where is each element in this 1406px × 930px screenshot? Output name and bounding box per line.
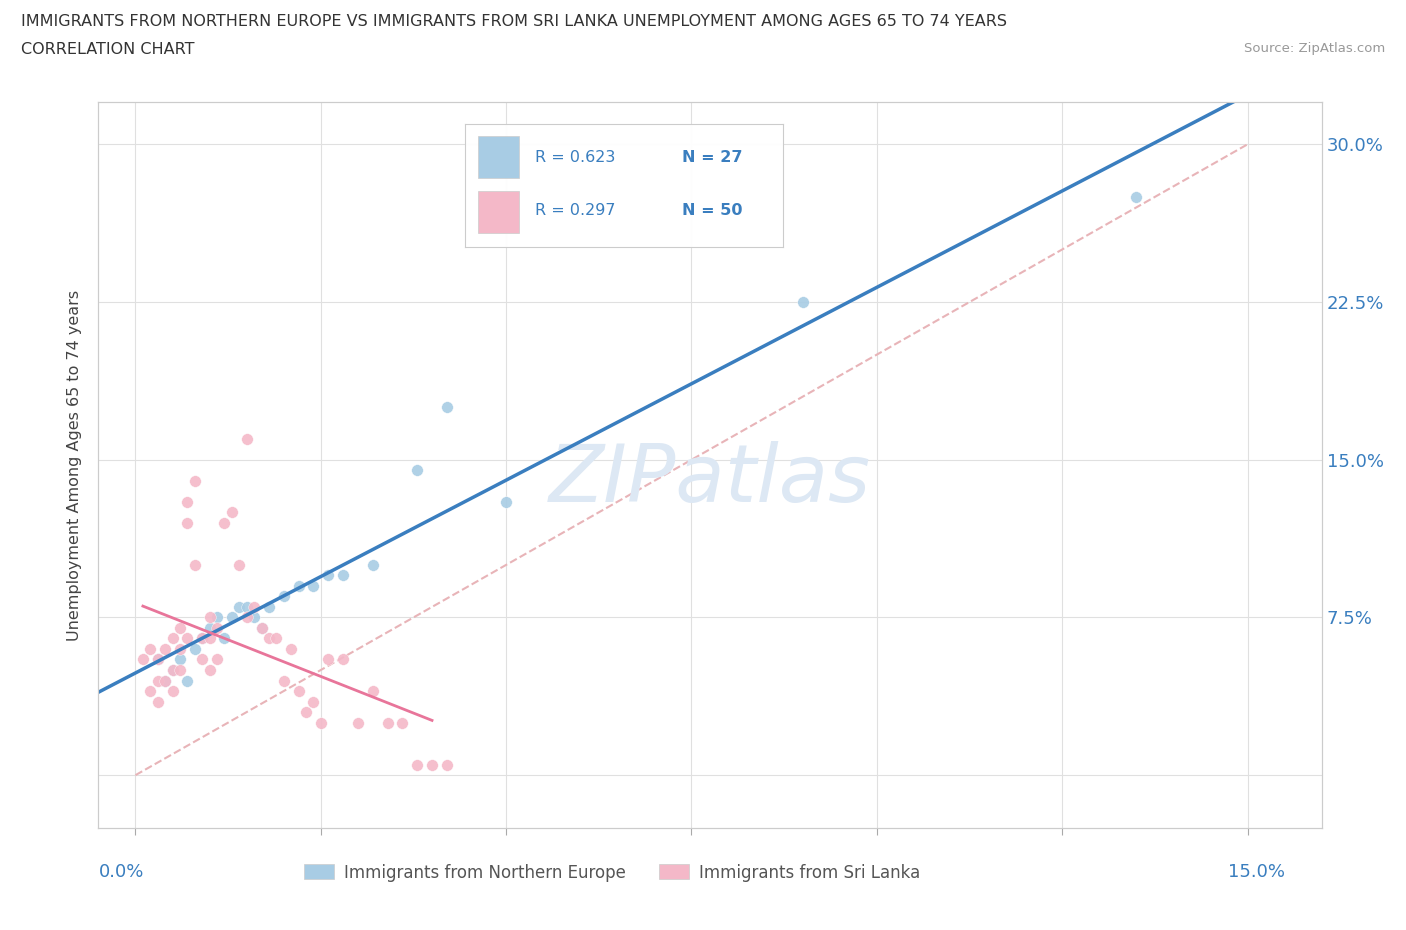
Point: [146, 652, 169, 667]
Point: [146, 694, 169, 709]
Text: IMMIGRANTS FROM NORTHERN EUROPE VS IMMIGRANTS FROM SRI LANKA UNEMPLOYMENT AMONG : IMMIGRANTS FROM NORTHERN EUROPE VS IMMIG…: [21, 14, 1007, 29]
Point: [169, 652, 191, 667]
Point: [495, 495, 517, 510]
Point: [146, 673, 169, 688]
Point: [250, 620, 273, 635]
Point: [295, 705, 318, 720]
Point: [176, 673, 198, 688]
Point: [153, 673, 176, 688]
Point: [377, 715, 399, 730]
Point: [132, 652, 155, 667]
Point: [162, 631, 184, 646]
Point: [332, 652, 354, 667]
Point: [169, 662, 191, 677]
Point: [162, 662, 184, 677]
Point: [406, 757, 429, 772]
Point: [228, 557, 250, 572]
Point: [250, 620, 273, 635]
Point: [221, 505, 243, 520]
Point: [436, 757, 458, 772]
Point: [198, 631, 221, 646]
Point: [316, 652, 339, 667]
Point: [235, 432, 257, 446]
Point: [347, 715, 370, 730]
Point: [243, 600, 266, 615]
Point: [184, 642, 207, 657]
Point: [406, 463, 429, 478]
Point: [153, 642, 176, 657]
Text: ZIPatlas: ZIPatlas: [548, 441, 872, 519]
Point: [198, 610, 221, 625]
Point: [273, 673, 295, 688]
Point: [436, 400, 458, 415]
Point: [792, 295, 814, 310]
Point: [287, 684, 309, 698]
Point: [169, 620, 191, 635]
Point: [153, 673, 176, 688]
Point: [235, 610, 257, 625]
Point: [146, 652, 169, 667]
Text: CORRELATION CHART: CORRELATION CHART: [21, 42, 194, 57]
Y-axis label: Unemployment Among Ages 65 to 74 years: Unemployment Among Ages 65 to 74 years: [67, 289, 83, 641]
Point: [176, 631, 198, 646]
Point: [243, 610, 266, 625]
Point: [139, 642, 162, 657]
Point: [257, 600, 280, 615]
Point: [191, 631, 214, 646]
Point: [176, 495, 198, 510]
Point: [191, 631, 214, 646]
Point: [361, 557, 384, 572]
Text: 15.0%: 15.0%: [1227, 863, 1285, 882]
Point: [257, 631, 280, 646]
Legend: Immigrants from Northern Europe, Immigrants from Sri Lanka: Immigrants from Northern Europe, Immigra…: [297, 857, 927, 888]
Point: [287, 578, 309, 593]
Point: [205, 620, 228, 635]
Point: [302, 694, 325, 709]
Point: [214, 631, 236, 646]
Point: [184, 557, 207, 572]
Point: [302, 578, 325, 593]
Point: [184, 473, 207, 488]
Point: [273, 589, 295, 604]
Point: [198, 662, 221, 677]
Point: [332, 568, 354, 583]
Point: [266, 631, 288, 646]
Point: [420, 757, 443, 772]
Point: [162, 684, 184, 698]
Point: [162, 662, 184, 677]
Point: [316, 568, 339, 583]
Point: [235, 600, 257, 615]
Point: [198, 620, 221, 635]
Point: [139, 684, 162, 698]
Point: [205, 610, 228, 625]
Text: Source: ZipAtlas.com: Source: ZipAtlas.com: [1244, 42, 1385, 55]
Text: 0.0%: 0.0%: [98, 863, 143, 882]
Point: [228, 600, 250, 615]
Point: [176, 515, 198, 530]
Point: [309, 715, 332, 730]
Point: [191, 652, 214, 667]
Point: [361, 684, 384, 698]
Point: [391, 715, 413, 730]
Point: [221, 610, 243, 625]
Point: [214, 515, 236, 530]
Point: [205, 652, 228, 667]
Point: [1125, 190, 1147, 205]
Point: [169, 642, 191, 657]
Point: [280, 642, 302, 657]
